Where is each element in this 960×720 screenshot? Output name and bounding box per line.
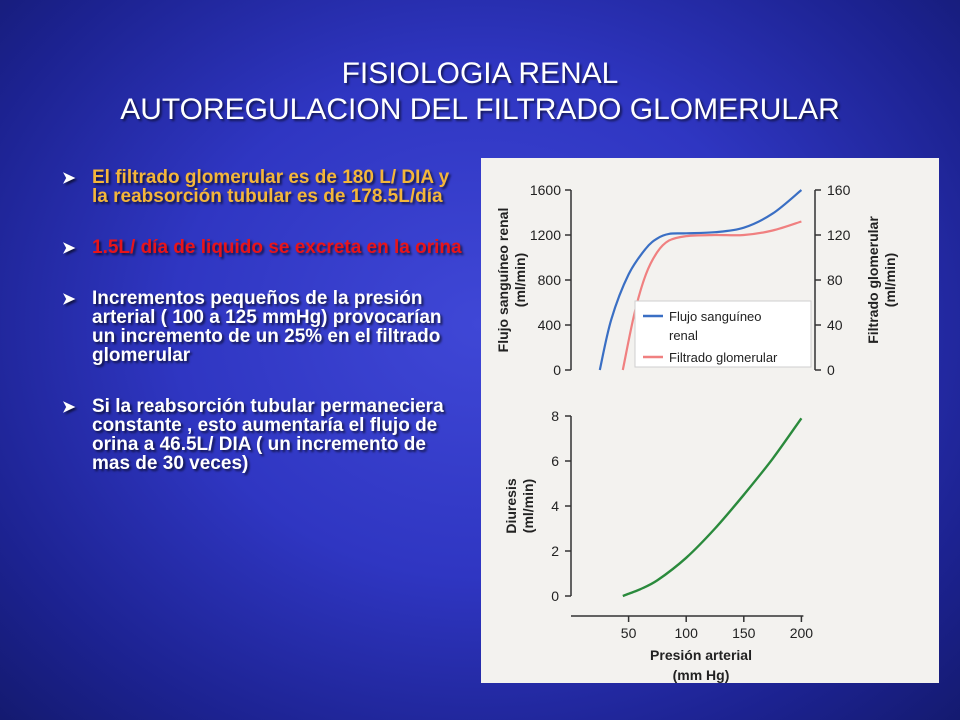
y-axis-title-line-1: Diuresis [503,478,519,533]
legend-label-flujo-line-2: renal [669,328,698,343]
bullet-item: ➤ 1.5L/ día de liquido se excreta en la … [62,238,462,257]
title-line-2: AUTOREGULACION DEL FILTRADO GLOMERULAR [120,93,840,126]
arrow-bullet-icon: ➤ [62,291,76,308]
left-y-tick-label: 800 [538,272,562,288]
title-line-1: FISIOLOGIA RENAL [341,57,619,90]
left-y-tick-label: 400 [538,317,562,333]
arrow-bullet-icon: ➤ [62,170,76,187]
figure-panel: 0 400 800 1200 1600 0 40 80 120 160 Flujo sanguíne… [481,158,939,683]
x-tick-label: 200 [790,625,814,641]
x-tick-label: 100 [675,625,699,641]
bullet-text: Si la reabsorción tubular permaneciera c… [92,396,444,474]
right-y-tick-label: 80 [827,272,843,288]
right-y-tick-label: 160 [827,182,851,198]
y-tick-label: 4 [551,498,559,514]
right-y-tick-label: 0 [827,362,835,378]
right-y-axis-title-line-1: Filtrado glomerular [865,216,881,344]
x-tick-label: 50 [621,625,637,641]
legend: Flujo sanguíneo renal Filtrado glomerular [634,300,812,368]
bullet-list: ➤ El filtrado glomerular es de 180 L/ DI… [62,168,462,505]
x-tick-label: 150 [732,625,756,641]
left-y-axis-title-line-1: Flujo sanguíneo renal [495,208,511,353]
arrow-bullet-icon: ➤ [62,240,76,257]
legend-label-filtrado: Filtrado glomerular [669,350,778,365]
left-y-tick-label: 0 [553,362,561,378]
diuresis-line [622,417,803,598]
flujo-sanguineo-line [598,189,803,371]
y-axis-title-line-2: (ml/min) [520,479,536,533]
y-tick-label: 0 [551,588,559,604]
bottom-chart: 0 2 4 6 8 50 100 150 200 Presión arterial (mm Hg) D… [503,408,813,683]
bullet-text: Incrementos pequeños de la presión arter… [92,288,442,366]
bullet-item: ➤ Incrementos pequeños de la presión art… [62,289,462,365]
y-tick-label: 8 [551,408,559,424]
arrow-bullet-icon: ➤ [62,399,76,416]
right-y-tick-label: 40 [827,317,843,333]
filtrado-glomerular-line [621,220,802,371]
bullet-text: El filtrado glomerular es de 180 L/ DIA … [92,167,450,207]
left-y-axis-title: Flujo sanguíneo renal (ml/min) [495,208,528,353]
x-axis-title-line-2: (mm Hg) [673,667,730,683]
legend-box [634,300,812,368]
y-axis-title: Diuresis (ml/min) [503,478,536,533]
legend-label-flujo-line-1: Flujo sanguíneo [669,309,762,324]
right-y-tick-label: 120 [827,227,851,243]
slide-title: FISIOLOGIA RENAL AUTOREGULACION DEL FILT… [40,56,920,128]
right-y-axis-title: Filtrado glomerular (ml/min) [865,216,898,344]
y-tick-label: 2 [551,543,559,559]
bullet-item: ➤ Si la reabsorción tubular permaneciera… [62,397,462,473]
bullet-item: ➤ El filtrado glomerular es de 180 L/ DI… [62,168,462,206]
y-tick-label: 6 [551,453,559,469]
x-axis-title-line-1: Presión arterial [650,647,752,663]
bullet-text: 1.5L/ día de liquido se excreta en la or… [92,237,462,258]
left-y-tick-label: 1600 [530,182,561,198]
left-y-axis-title-line-2: (ml/min) [512,253,528,307]
top-chart: 0 400 800 1200 1600 0 40 80 120 160 Flujo sanguíne… [495,182,898,378]
left-y-tick-label: 1200 [530,227,561,243]
right-y-axis-title-line-2: (ml/min) [882,253,898,307]
